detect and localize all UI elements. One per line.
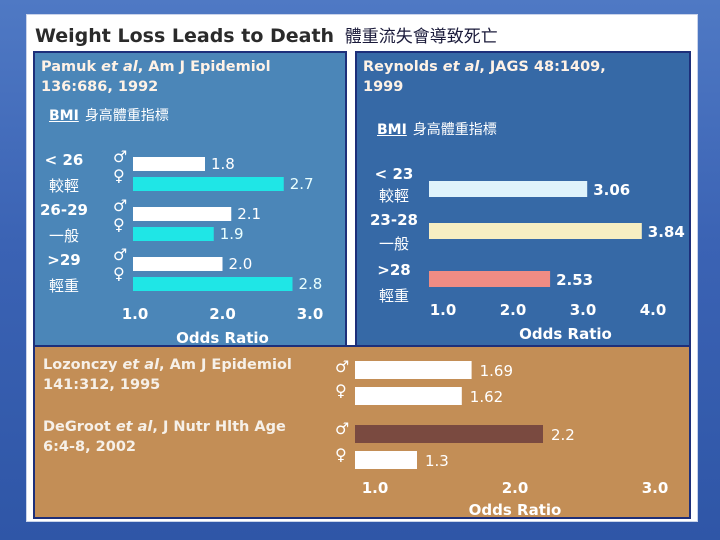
data-label-reynolds: 2.53 (556, 271, 593, 289)
female-symbol-icon: ♀ (113, 166, 125, 185)
data-label-pamuk: 2.8 (299, 275, 323, 293)
x-tick-label: 1.0 (122, 305, 149, 323)
x-tick-label: 3.0 (297, 305, 324, 323)
bar-bottom-1 (355, 361, 472, 379)
x-tick-label: 3.0 (570, 301, 597, 319)
reynolds-ref-line2: 1999 (363, 79, 404, 95)
pamuk-group-3-range: >29 (47, 251, 81, 269)
x-tick-label: 1.0 (362, 479, 389, 497)
pamuk-panel: Pamuk et al, Am J Epidemiol 136:686, 199… (33, 51, 347, 351)
male-symbol-icon: ♂ (113, 196, 128, 215)
reynolds-bmi-heading: BMI 身高體重指標 (377, 122, 497, 138)
bar-bottom-3 (355, 425, 543, 443)
pamuk-chart: 1.8 2.7 2.1 1.9 2.0 2.8 1.0 2.0 3.0 Odds Ratio (122, 155, 324, 347)
data-label-pamuk: 2.1 (237, 205, 261, 223)
reynolds-group-1-zh: 較輕 (378, 187, 409, 205)
bar-pamuk-female-3 (133, 277, 293, 291)
lozonczy-ref-line1: Lozonczy et al, Am J Epidemiol (43, 357, 292, 373)
male-symbol-icon: ♂ (113, 245, 128, 264)
x-axis-label: Odds Ratio (519, 325, 612, 343)
female-symbol-icon: ♀ (335, 381, 347, 400)
female-symbol-icon: ♀ (113, 215, 125, 234)
bar-pamuk-male-1 (133, 157, 205, 171)
male-symbol-icon: ♂ (335, 419, 350, 438)
data-label-pamuk: 1.9 (220, 225, 244, 243)
bar-pamuk-male-3 (133, 257, 223, 271)
reynolds-group-1-range: < 23 (374, 165, 414, 183)
slide: Weight Loss Leads to Death 體重流失會導致死亡 Pam… (26, 14, 698, 522)
x-tick-label: 1.0 (430, 301, 457, 319)
bar-bottom-4 (355, 451, 417, 469)
bar-reynolds-1 (429, 181, 588, 197)
data-label-bottom: 1.3 (425, 452, 449, 470)
data-label-pamuk: 2.7 (290, 175, 314, 193)
pamuk-ref-line1: Pamuk et al, Am J Epidemiol (41, 59, 271, 75)
data-label-pamuk: 2.0 (229, 255, 253, 273)
x-tick-label: 2.0 (209, 305, 236, 323)
title-chinese: 體重流失會導致死亡 (344, 27, 498, 47)
x-tick-label: 2.0 (500, 301, 527, 319)
lozonczy-degroot-panel: Lozonczy et al, Am J Epidemiol 141:312, … (33, 345, 691, 519)
reynolds-group-3-zh: 輕重 (378, 287, 409, 305)
data-label-bottom: 1.62 (470, 388, 503, 406)
pamuk-group-1-zh: 較輕 (48, 177, 79, 195)
pamuk-group-1-range: < 26 (44, 151, 84, 169)
pamuk-group-2-range: 26-29 (40, 201, 88, 219)
lozonczy-reference: Lozonczy et al, Am J Epidemiol 141:312, … (43, 355, 292, 395)
male-symbol-icon: ♂ (335, 357, 350, 376)
bar-reynolds-2 (429, 223, 642, 239)
x-axis-label: Odds Ratio (176, 329, 269, 347)
slide-title: Weight Loss Leads to Death 體重流失會導致死亡 (35, 19, 498, 53)
pamuk-reference: Pamuk et al, Am J Epidemiol 136:686, 199… (41, 57, 271, 97)
lozonczy-ref-line2: 141:312, 1995 (43, 377, 161, 393)
x-axis-label: Odds Ratio (469, 501, 562, 517)
pamuk-group-2-zh: 一般 (48, 227, 79, 245)
reynolds-reference: Reynolds et al, JAGS 48:1409, 1999 (363, 57, 606, 97)
reynolds-group-3-range: >28 (377, 261, 411, 279)
data-label-bottom: 1.69 (480, 362, 513, 380)
pamuk-bmi-heading: BMI 身高體重指標 (49, 108, 169, 124)
x-tick-label: 3.0 (642, 479, 669, 497)
bar-bottom-2 (355, 387, 462, 405)
reynolds-panel: Reynolds et al, JAGS 48:1409, 1999 BMI 身高… (355, 51, 691, 351)
reynolds-chart: 3.06 3.84 2.53 1.0 2.0 3.0 4.0 Odds Ratio (429, 181, 685, 343)
bar-reynolds-3 (429, 271, 551, 287)
pamuk-group-3-zh: 輕重 (48, 277, 79, 295)
x-tick-label: 2.0 (502, 479, 529, 497)
reynolds-group-2-zh: 一般 (378, 235, 409, 253)
data-label-bottom: 2.2 (551, 426, 575, 444)
bar-pamuk-female-2 (133, 227, 214, 241)
female-symbol-icon: ♀ (335, 445, 347, 464)
data-label-pamuk: 1.8 (211, 155, 235, 173)
male-symbol-icon: ♂ (113, 147, 128, 166)
title-english: Weight Loss Leads to Death (35, 25, 335, 47)
data-label-reynolds: 3.84 (648, 223, 685, 241)
bar-pamuk-male-2 (133, 207, 232, 221)
female-symbol-icon: ♀ (113, 264, 125, 283)
pamuk-ref-line2: 136:686, 1992 (41, 79, 159, 95)
degroot-reference: DeGroot et al, J Nutr Hlth Age 6:4-8, 20… (43, 417, 286, 457)
lozonczy-degroot-chart: 1.69 1.62 2.2 1.3 1.0 2.0 3.0 Odds Ratio (355, 361, 669, 517)
reynolds-ref-line1: Reynolds et al, JAGS 48:1409, (363, 59, 606, 75)
degroot-ref-line2: 6:4-8, 2002 (43, 439, 136, 455)
reynolds-group-2-range: 23-28 (370, 211, 418, 229)
x-tick-label: 4.0 (640, 301, 667, 319)
bar-pamuk-female-1 (133, 177, 284, 191)
data-label-reynolds: 3.06 (593, 181, 630, 199)
degroot-ref-line1: DeGroot et al, J Nutr Hlth Age (43, 419, 286, 435)
